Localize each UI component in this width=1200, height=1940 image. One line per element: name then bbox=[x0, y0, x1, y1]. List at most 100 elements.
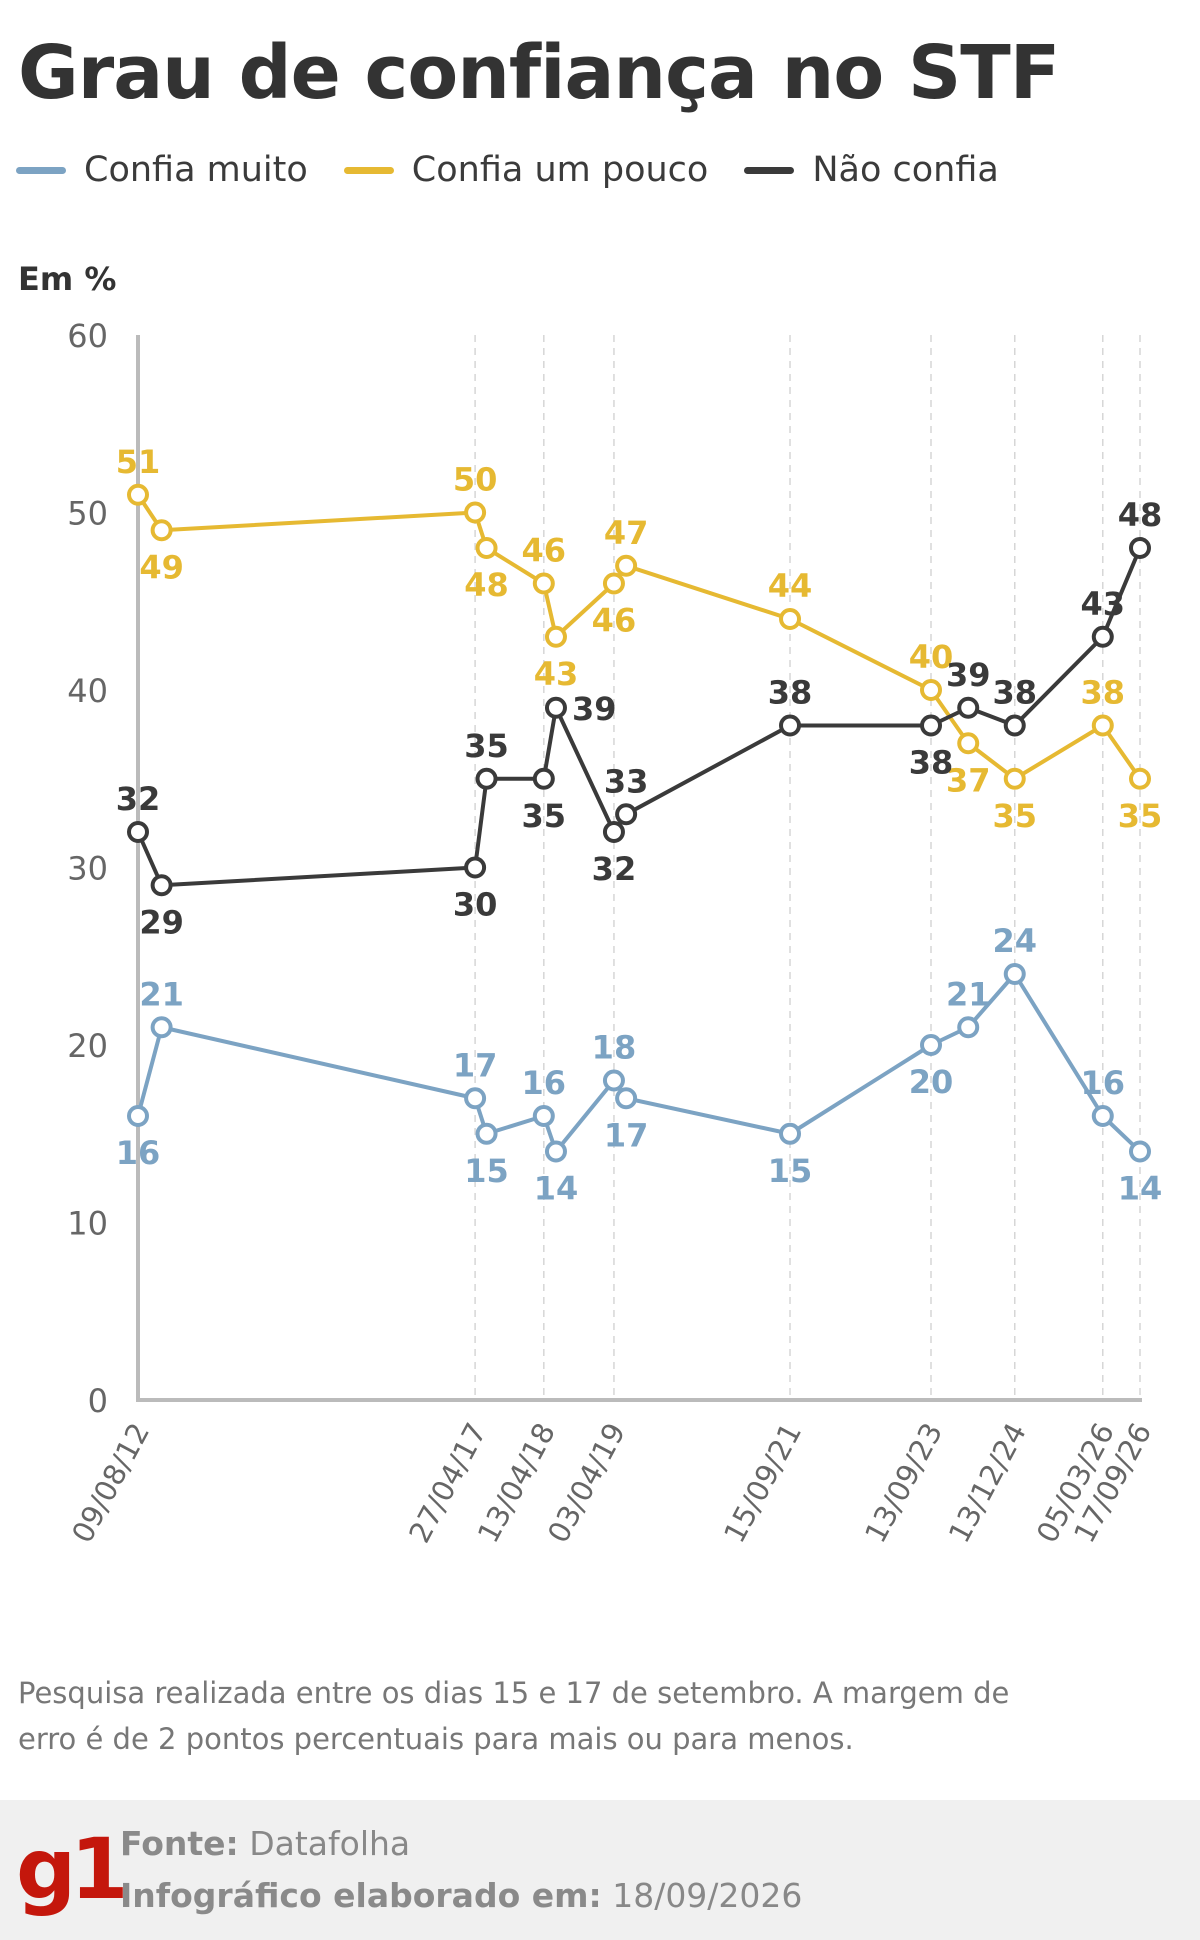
data-point-nao bbox=[150, 874, 173, 897]
data-label-pouco: 43 bbox=[534, 655, 579, 693]
data-label-nao: 38 bbox=[909, 744, 954, 782]
data-point-pouco bbox=[464, 501, 487, 524]
data-label-nao: 39 bbox=[946, 656, 991, 694]
data-point-pouco bbox=[544, 625, 567, 648]
data-label-pouco: 40 bbox=[909, 638, 954, 676]
data-label-muito: 15 bbox=[464, 1152, 509, 1190]
data-label-muito: 16 bbox=[1081, 1064, 1126, 1102]
data-point-nao bbox=[475, 767, 498, 790]
data-point-muito bbox=[1003, 963, 1026, 985]
data-point-pouco bbox=[602, 572, 625, 595]
data-point-pouco bbox=[957, 732, 980, 755]
data-label-pouco: 51 bbox=[116, 443, 161, 481]
data-label-muito: 21 bbox=[946, 975, 991, 1013]
y-tick-label: 60 bbox=[67, 317, 108, 355]
data-point-muito bbox=[475, 1122, 498, 1145]
data-label-pouco: 49 bbox=[139, 548, 184, 586]
data-label-pouco: 38 bbox=[1081, 674, 1126, 712]
data-point-pouco bbox=[1129, 767, 1151, 790]
data-point-muito bbox=[1129, 1140, 1151, 1163]
data-label-muito: 18 bbox=[592, 1029, 637, 1067]
legend-swatch-confia-muito bbox=[16, 166, 66, 174]
data-point-muito bbox=[615, 1087, 638, 1110]
data-label-nao: 38 bbox=[768, 674, 813, 712]
data-point-muito bbox=[957, 1016, 980, 1039]
data-point-nao bbox=[920, 714, 943, 737]
data-point-nao bbox=[1091, 625, 1114, 648]
data-point-muito bbox=[920, 1034, 943, 1056]
data-label-muito: 21 bbox=[139, 975, 184, 1013]
data-point-nao bbox=[779, 714, 802, 737]
data-label-pouco: 37 bbox=[946, 761, 991, 799]
data-point-pouco bbox=[532, 572, 555, 595]
x-tick-label: 09/08/12 bbox=[65, 1417, 156, 1548]
data-point-muito bbox=[544, 1140, 567, 1163]
data-label-muito: 20 bbox=[909, 1063, 954, 1101]
data-point-nao bbox=[532, 767, 555, 790]
legend-swatch-confia-um-pouco bbox=[343, 166, 394, 174]
legend-item-nao-confia: Não confia bbox=[744, 150, 999, 190]
legend-label-confia-um-pouco: Confia um pouco bbox=[411, 150, 709, 190]
data-point-nao bbox=[957, 696, 980, 719]
legend-item-confia-muito: Confia muito bbox=[16, 150, 308, 190]
data-point-muito bbox=[127, 1105, 149, 1127]
g1-logo: g1 bbox=[16, 1820, 129, 1918]
data-label-muito: 17 bbox=[604, 1116, 649, 1154]
y-tick-label: 50 bbox=[67, 495, 108, 533]
data-label-muito: 17 bbox=[453, 1046, 498, 1084]
unit-label: Em % bbox=[18, 260, 117, 298]
data-point-nao bbox=[602, 821, 625, 843]
data-point-nao bbox=[127, 821, 149, 843]
legend: Confia muito Confia um pouco Não confia bbox=[16, 150, 999, 190]
data-point-muito bbox=[602, 1069, 625, 1092]
data-point-muito bbox=[1091, 1105, 1114, 1127]
data-label-pouco: 50 bbox=[453, 461, 498, 499]
footer-credit: Infográfico elaborado em: 18/09/2026 bbox=[120, 1876, 802, 1915]
footer-credit-value: 18/09/2026 bbox=[612, 1876, 803, 1915]
legend-label-confia-muito: Confia muito bbox=[84, 150, 308, 190]
chart-title: Grau de confiança no STF bbox=[18, 30, 1060, 116]
data-point-pouco bbox=[920, 679, 943, 701]
data-label-pouco: 46 bbox=[592, 602, 637, 640]
data-label-pouco: 44 bbox=[768, 567, 813, 605]
data-label-muito: 14 bbox=[1118, 1170, 1163, 1208]
data-label-muito: 16 bbox=[116, 1134, 161, 1172]
data-point-pouco bbox=[779, 608, 802, 630]
data-label-pouco: 35 bbox=[1118, 797, 1163, 835]
data-label-nao: 30 bbox=[453, 886, 498, 924]
data-point-pouco bbox=[150, 519, 173, 542]
data-point-pouco bbox=[127, 483, 149, 506]
x-tick-label: 15/09/21 bbox=[717, 1417, 808, 1548]
data-point-muito bbox=[532, 1105, 555, 1127]
footer-source-value: Datafolha bbox=[249, 1824, 411, 1863]
data-label-nao: 32 bbox=[116, 780, 161, 818]
y-tick-label: 40 bbox=[67, 672, 108, 710]
data-label-nao: 33 bbox=[604, 762, 649, 800]
data-label-pouco: 46 bbox=[522, 532, 567, 570]
footer-source-label: Fonte: bbox=[120, 1824, 239, 1863]
data-label-muito: 14 bbox=[534, 1170, 579, 1208]
x-tick-label: 13/12/24 bbox=[942, 1417, 1033, 1548]
legend-swatch-nao-confia bbox=[744, 166, 795, 174]
series-line-nao bbox=[136, 547, 1142, 888]
data-label-nao: 29 bbox=[139, 903, 184, 941]
x-tick-label: 13/09/23 bbox=[858, 1417, 949, 1548]
footer: g1 Fonte: Datafolha Infográfico elaborad… bbox=[0, 1800, 1200, 1940]
data-label-pouco: 48 bbox=[464, 566, 509, 604]
footer-source: Fonte: Datafolha bbox=[120, 1824, 410, 1863]
data-label-muito: 15 bbox=[768, 1152, 813, 1190]
footer-credit-label: Infográfico elaborado em: bbox=[120, 1876, 602, 1915]
data-label-muito: 24 bbox=[992, 922, 1037, 960]
data-label-nao: 39 bbox=[572, 690, 617, 728]
data-label-nao: 35 bbox=[522, 797, 567, 835]
data-point-pouco bbox=[1091, 714, 1114, 737]
y-tick-label: 20 bbox=[67, 1027, 108, 1065]
data-point-pouco bbox=[615, 554, 638, 577]
data-point-muito bbox=[464, 1087, 487, 1110]
legend-item-confia-um-pouco: Confia um pouco bbox=[343, 150, 709, 190]
data-point-muito bbox=[779, 1122, 802, 1145]
data-point-nao bbox=[1003, 714, 1026, 737]
y-tick-label: 30 bbox=[67, 850, 108, 888]
data-label-nao: 43 bbox=[1081, 585, 1126, 623]
